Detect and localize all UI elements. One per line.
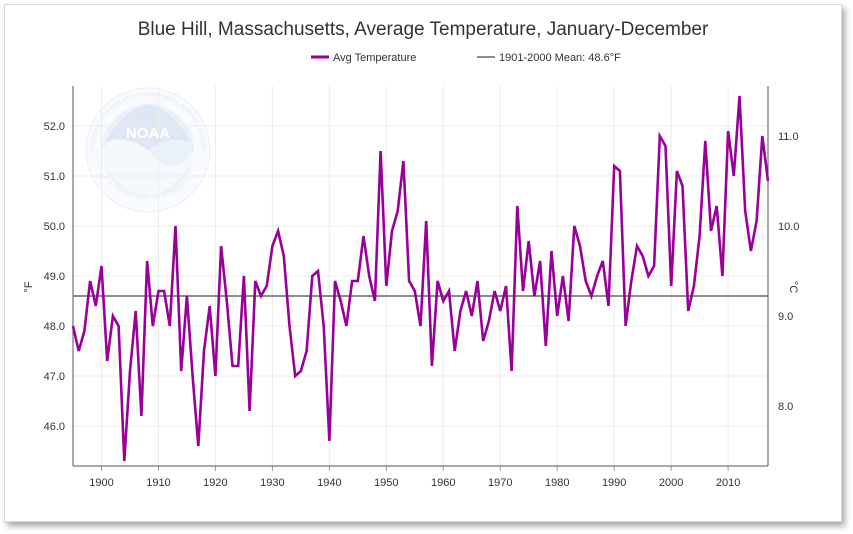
y-tick-label: 51.0 xyxy=(44,171,65,183)
tick-labels: 46.0 47.0 48.0 49.0 50.0 51.0 52.0 1900 1910 1920… xyxy=(44,121,800,489)
y2-tick-label: 10.0 xyxy=(778,221,799,233)
y-tick-label: 50.0 xyxy=(44,221,65,233)
y-tick-label: 46.0 xyxy=(44,421,65,433)
x-tick-label: 1900 xyxy=(89,477,113,489)
axes xyxy=(72,86,769,471)
x-tick-label: 1920 xyxy=(203,477,227,489)
legend-label-avg: Avg Temperature xyxy=(333,52,416,64)
x-tick-label: 1940 xyxy=(317,477,341,489)
y-tick-label: 49.0 xyxy=(44,271,65,283)
x-tick-label: 1910 xyxy=(146,477,170,489)
y-axis-label-right: °C xyxy=(787,281,799,293)
noaa-logo-watermark: NOAA NATIONAL OCEANIC AND ATMOSPHERIC AD… xyxy=(85,87,211,213)
x-tick-label: 1970 xyxy=(488,477,512,489)
y-tick-label: 52.0 xyxy=(44,121,65,133)
x-tick-label: 2000 xyxy=(659,477,683,489)
chart-title: Blue Hill, Massachusetts, Average Temper… xyxy=(138,19,709,40)
x-tick-label: 1950 xyxy=(374,477,398,489)
x-tick-label: 1930 xyxy=(260,477,284,489)
y2-tick-label: 9.0 xyxy=(778,311,793,323)
x-tick-label: 2010 xyxy=(716,477,740,489)
y-tick-label: 48.0 xyxy=(44,321,65,333)
y2-tick-label: 8.0 xyxy=(778,401,793,413)
y-axis-label-left: °F xyxy=(23,281,35,292)
legend: Avg Temperature 1901-2000 Mean: 48.6°F xyxy=(311,52,621,64)
x-tick-label: 1980 xyxy=(545,477,569,489)
avg-temperature-line xyxy=(71,95,770,462)
y2-tick-label: 11.0 xyxy=(778,131,799,143)
x-tick-label: 1990 xyxy=(602,477,626,489)
noaa-logo-letters: NOAA xyxy=(126,125,170,142)
series xyxy=(71,95,770,462)
legend-label-mean: 1901-2000 Mean: 48.6°F xyxy=(499,52,621,64)
x-tick-label: 1960 xyxy=(431,477,455,489)
y-tick-label: 47.0 xyxy=(44,371,65,383)
